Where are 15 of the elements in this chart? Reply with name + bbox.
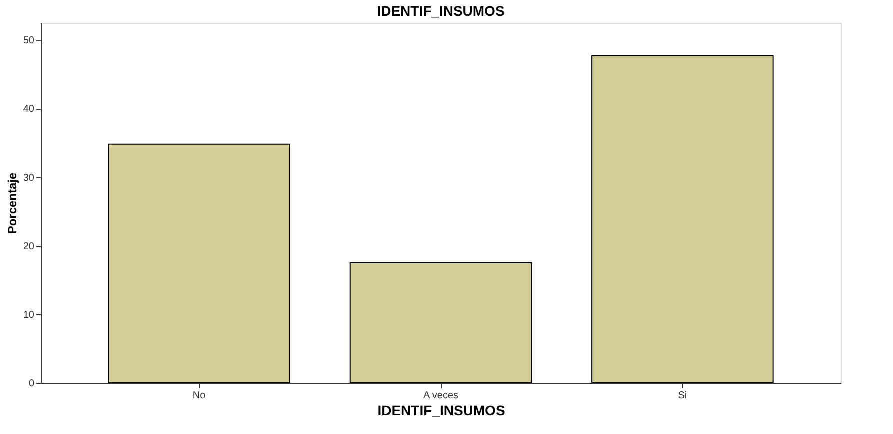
x-tick-label: A veces (423, 390, 459, 402)
y-tick-label: 30 (23, 172, 35, 184)
bar (592, 55, 774, 384)
y-tick-label: 40 (23, 104, 35, 116)
x-tick-label: Si (678, 390, 688, 402)
x-tick-label: No (192, 390, 206, 402)
y-axis-title: Porcentaje (5, 172, 20, 234)
y-tick-label: 0 (28, 378, 35, 390)
y-tick-label: 10 (23, 310, 35, 321)
x-axis-title: IDENTIF_INSUMOS (378, 402, 506, 418)
y-tick-label: 50 (23, 36, 35, 47)
chart-title: IDENTIF_INSUMOS (377, 3, 505, 19)
bar (108, 144, 290, 384)
y-tick-label: 20 (23, 241, 35, 252)
bar (350, 262, 532, 384)
